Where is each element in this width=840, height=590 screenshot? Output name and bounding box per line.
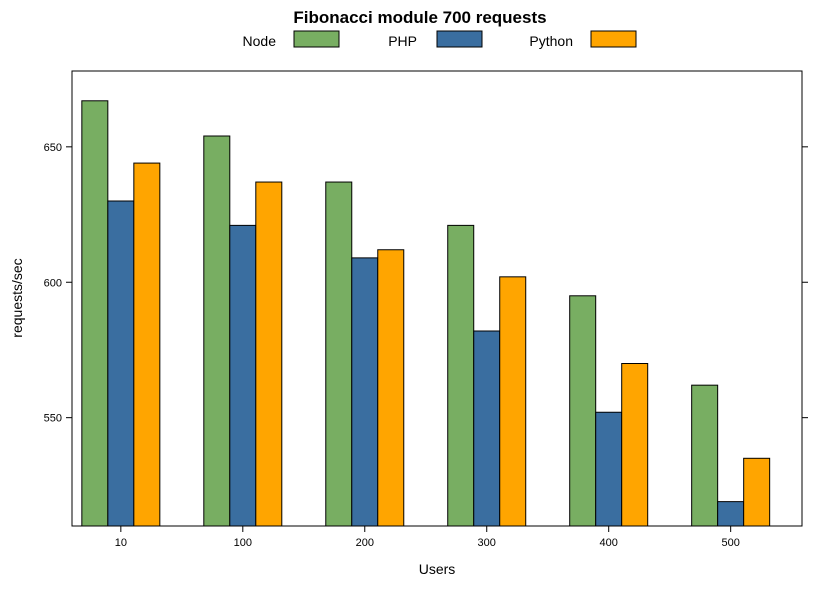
bar-node-300 (447, 224, 475, 527)
x-axis: 10 100 200 300 400 500 (115, 526, 740, 549)
legend-label-php: PHP (388, 33, 417, 49)
plot-frame (71, 70, 803, 527)
bar-python-300 (499, 276, 527, 527)
legend-label-python: Python (529, 33, 573, 49)
y-tick-label: 650 (44, 142, 62, 154)
legend: Node PHP Python (243, 30, 637, 49)
y-axis-label: requests/sec (9, 258, 25, 337)
bar-python-200 (377, 249, 405, 527)
bar-php-100 (229, 224, 257, 527)
bar-php-300 (473, 330, 501, 527)
x-tick-label: 100 (234, 537, 252, 549)
legend-swatch-node (293, 30, 340, 48)
bar-python-400 (621, 363, 649, 527)
x-tick-label: 300 (478, 537, 496, 549)
legend-swatch-php (436, 30, 483, 48)
bar-php-500 (717, 501, 745, 527)
bars (81, 100, 771, 527)
bar-php-200 (351, 257, 379, 527)
legend-swatch-python (590, 30, 637, 48)
bar-node-500 (691, 384, 719, 527)
bar-node-100 (203, 135, 231, 527)
y-tick-label: 550 (44, 413, 62, 425)
legend-label-node: Node (243, 33, 277, 49)
bar-node-200 (325, 181, 353, 527)
bar-python-10 (133, 162, 161, 527)
bar-node-400 (569, 295, 597, 527)
bar-php-400 (595, 411, 623, 527)
y-axis: 550 600 650 (44, 142, 808, 425)
bar-python-100 (255, 181, 283, 527)
bar-php-10 (107, 200, 135, 527)
bar-node-10 (81, 100, 109, 527)
x-tick-label: 500 (721, 537, 739, 549)
chart-title: Fibonacci module 700 requests (293, 8, 546, 27)
x-tick-label: 10 (115, 537, 127, 549)
x-axis-label: Users (419, 561, 456, 577)
y-tick-label: 600 (44, 277, 62, 289)
bar-python-500 (743, 457, 771, 527)
x-tick-label: 400 (600, 537, 618, 549)
x-tick-label: 200 (356, 537, 374, 549)
